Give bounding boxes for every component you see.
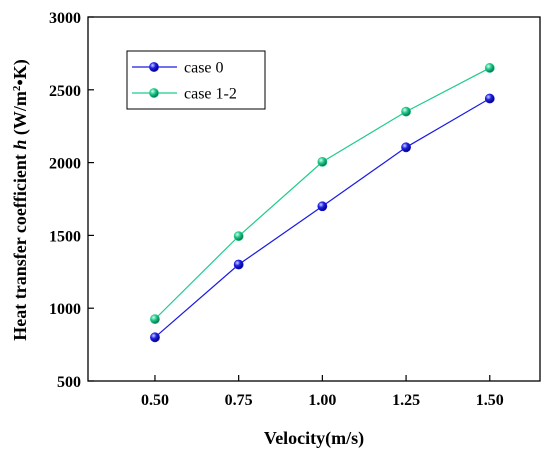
y-tick-label: 3000 [49,10,81,27]
y-tick-label: 1500 [49,228,81,245]
legend: case 0 case 1-2 [126,50,266,110]
legend-entry-2: case 1-2 [132,86,237,103]
legend-label: case 1-2 [184,86,237,103]
y-axis-title-unit-superscript: 2 [11,85,23,91]
data-point [233,259,244,270]
axes: 0.50 0.75 1.00 1.25 1.50 500 1000 1500 2000 2500 3… [49,10,541,409]
y-tick-label: 2500 [49,83,81,100]
y-tick-label: 500 [57,374,81,391]
data-point [150,332,160,343]
y-axis-title-variable: h [10,140,30,150]
series-line [154,98,491,338]
x-tick-label: 0.50 [141,392,169,409]
legend-entry-1: case 0 [132,60,224,77]
y-axis-title: Heat transfer coefficient h (W/m2•K) [10,59,31,340]
series-2 [150,63,495,325]
legend-box [126,50,266,110]
x-tick-label: 1.00 [308,392,336,409]
data-point [401,106,411,117]
data-point [401,142,411,153]
y-axis-title-unit-close: •K) [10,59,31,85]
series-layer [150,63,495,343]
legend-marker [149,88,159,98]
y-axis-title-prefix: Heat transfer coefficient [10,150,30,341]
data-point [150,314,160,325]
series-1 [150,93,495,343]
data-point [484,93,495,104]
data-point [233,231,244,242]
x-tick-label: 0.75 [225,392,253,409]
y-axis-title-unit-open: (W/m [10,91,31,140]
x-axis-title: Velocity(m/s) [264,428,364,449]
y-tick-label: 1000 [49,301,81,318]
data-point [484,63,495,73]
y-axis-title-group: Heat transfer coefficient h (W/m2•K) [10,59,31,340]
legend-label: case 0 [184,60,224,77]
data-point [317,156,328,167]
legend-marker [149,62,159,72]
data-point [317,201,328,212]
y-tick-label: 2000 [49,156,81,173]
x-tick-label: 1.25 [392,392,420,409]
plot-frame [87,16,541,382]
x-tick-label: 1.50 [476,392,504,409]
